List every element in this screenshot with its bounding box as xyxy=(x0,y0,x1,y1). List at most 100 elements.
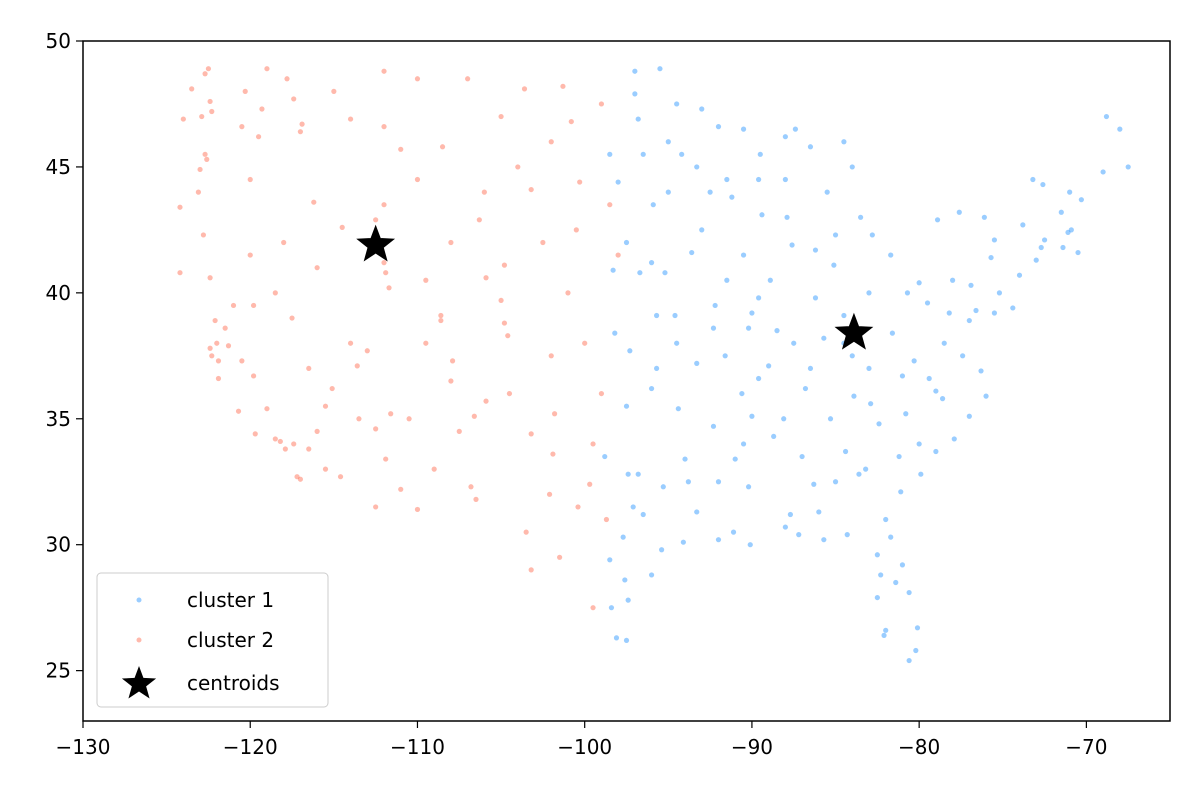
scatter-point xyxy=(602,453,608,460)
x-tick-label: −100 xyxy=(557,735,612,759)
scatter-point xyxy=(941,340,947,346)
scatter-point xyxy=(297,476,303,482)
scatter-point xyxy=(740,126,747,132)
scatter-point xyxy=(635,471,641,477)
scatter-point xyxy=(694,164,700,170)
scatter-point xyxy=(557,554,563,560)
scatter-point xyxy=(598,390,605,397)
scatter-point xyxy=(665,189,671,195)
scatter-point xyxy=(749,310,755,316)
scatter-point xyxy=(449,358,456,364)
scatter-point xyxy=(1103,113,1110,120)
scatter-point xyxy=(1020,222,1026,228)
scatter-point xyxy=(414,176,421,183)
scatter-point xyxy=(689,249,695,256)
scatter-point xyxy=(373,217,379,223)
scatter-point xyxy=(650,202,656,208)
scatter-point xyxy=(888,252,894,258)
scatter-point xyxy=(568,118,574,125)
scatter-point xyxy=(1068,227,1074,233)
scatter-point xyxy=(876,421,882,427)
scatter-point xyxy=(291,96,297,102)
scatter-point xyxy=(699,106,705,112)
scatter-point xyxy=(476,217,482,223)
scatter-point xyxy=(939,396,946,402)
legend-label-cluster-1: cluster 1 xyxy=(187,588,274,612)
scatter-point xyxy=(388,411,394,417)
scatter-point xyxy=(774,328,780,334)
scatter-point xyxy=(423,340,429,346)
scatter-point xyxy=(916,441,922,447)
scatter-point xyxy=(603,516,610,523)
scatter-point xyxy=(640,151,646,157)
y-tick-label: 45 xyxy=(46,155,71,179)
y-tick-label: 40 xyxy=(46,281,71,305)
scatter-point xyxy=(856,471,862,477)
scatter-point xyxy=(560,83,566,89)
scatter-point xyxy=(637,270,643,276)
scatter-point xyxy=(680,539,686,545)
scatter-point xyxy=(607,202,613,208)
scatter-point xyxy=(832,232,839,238)
scatter-point xyxy=(204,156,210,162)
scatter-point xyxy=(685,479,691,485)
scatter-point xyxy=(842,448,849,455)
scatter-point xyxy=(869,232,875,238)
scatter-point xyxy=(247,252,253,258)
scatter-point xyxy=(608,605,615,611)
scatter-point xyxy=(866,290,872,296)
scatter-point xyxy=(1065,229,1071,236)
scatter-point xyxy=(844,532,850,538)
scatter-point xyxy=(878,572,884,578)
scatter-point xyxy=(329,385,335,392)
scatter-point xyxy=(1041,237,1048,243)
scatter-point xyxy=(672,312,678,319)
scatter-point xyxy=(239,124,245,130)
scatter-point xyxy=(314,265,320,271)
scatter-point xyxy=(824,189,830,195)
x-tick-label: −130 xyxy=(56,735,111,759)
scatter-point xyxy=(757,151,763,157)
scatter-point xyxy=(782,524,788,530)
scatter-point xyxy=(956,209,962,215)
scatter-point xyxy=(483,398,489,404)
scatter-point xyxy=(610,267,616,273)
scatter-point xyxy=(364,348,370,354)
scatter-point xyxy=(1125,164,1131,170)
scatter-point xyxy=(662,270,668,276)
scatter-point xyxy=(623,403,630,409)
scatter-point xyxy=(200,232,207,238)
scatter-point xyxy=(756,295,762,301)
scatter-point xyxy=(515,164,521,170)
scatter-point xyxy=(297,129,303,135)
scatter-point xyxy=(883,516,889,523)
scatter-point xyxy=(180,116,186,122)
scatter-point xyxy=(841,312,847,319)
scatter-point xyxy=(888,534,894,540)
scatter-point xyxy=(528,186,534,193)
scatter-point xyxy=(314,428,320,434)
scatter-point xyxy=(207,275,213,281)
scatter-point xyxy=(438,317,444,324)
scatter-point xyxy=(747,542,753,548)
scatter-point xyxy=(632,91,638,97)
scatter-point xyxy=(373,504,379,510)
centroid-star-point xyxy=(356,224,396,262)
scatter-point xyxy=(740,441,747,447)
scatter-point xyxy=(799,453,805,460)
scatter-point xyxy=(782,134,788,140)
scatter-point xyxy=(1010,305,1016,311)
scatter-point xyxy=(787,511,793,518)
scatter-point xyxy=(607,151,613,157)
scatter-point xyxy=(565,290,571,296)
scatter-point xyxy=(598,101,605,107)
scatter-point xyxy=(177,204,183,210)
scatter-point xyxy=(906,657,912,664)
scatter-point xyxy=(933,448,939,455)
scatter-point xyxy=(481,189,487,195)
scatter-point xyxy=(209,108,215,115)
scatter-point xyxy=(291,441,297,447)
scatter-point xyxy=(250,373,257,379)
scatter-point xyxy=(951,436,957,442)
